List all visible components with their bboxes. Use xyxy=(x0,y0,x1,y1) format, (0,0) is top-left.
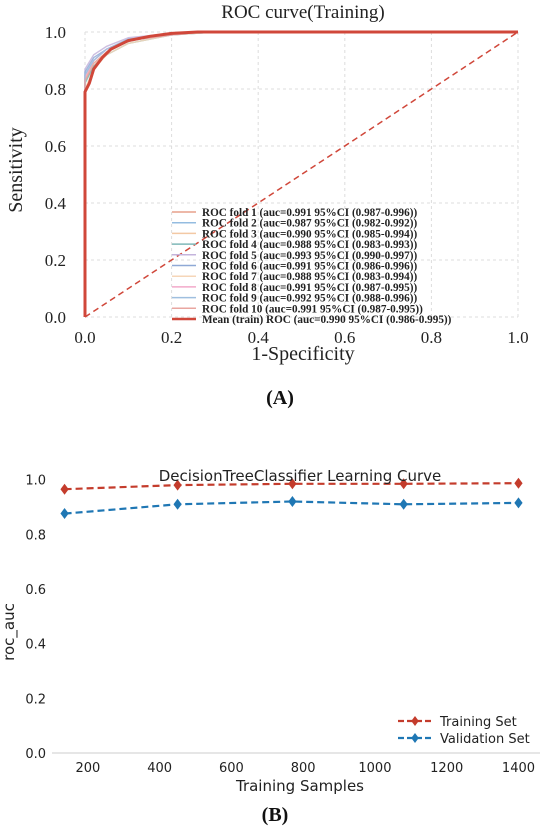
lc-x-axis-label: Training Samples xyxy=(235,777,364,795)
lc-point-marker xyxy=(173,479,182,491)
lc-line xyxy=(64,482,519,491)
lc-point-marker xyxy=(399,478,408,490)
lc-point-marker xyxy=(173,498,182,510)
lc-x-tick-label: 600 xyxy=(219,761,244,776)
roc-reference-line xyxy=(84,31,519,318)
lc-legend-marker xyxy=(411,716,419,726)
lc-series-validation-set xyxy=(60,496,523,520)
lc-legend-entry: Training Set xyxy=(439,715,517,730)
roc-chance-diagonal xyxy=(84,31,519,318)
lc-tick-labels: 200 400 600 800 1000 1200 1400 0.0 0.2 0.4 0.6 0.8 1… xyxy=(25,474,535,776)
lc-legend-entry: Validation Set xyxy=(440,732,530,747)
roc-legend-entry: ROC fold 7 (auc=0.988 95%CI (0.983-0.994… xyxy=(202,271,417,283)
lc-y-tick-label: 0.6 xyxy=(25,583,46,598)
roc-chart-title: ROC curve(Training) xyxy=(221,2,384,23)
lc-point-marker xyxy=(60,483,69,495)
roc-legend-entry: ROC fold 4 (auc=0.988 95%CI (0.983-0.993… xyxy=(202,239,417,251)
roc-chart-panel: 0.0 0.2 0.4 0.6 0.8 1.0 0.0 0.2 0.4 0.6 0.8 1.0 ROC… xyxy=(5,2,529,409)
roc-curves xyxy=(83,30,518,317)
lc-y-axis-label: roc_auc xyxy=(0,603,19,661)
roc-x-tick-label: 0.6 xyxy=(334,328,355,347)
roc-tick-labels: 0.0 0.2 0.4 0.6 0.8 1.0 0.0 0.2 0.4 0.6 0.8 1.0 xyxy=(45,23,529,347)
lc-x-tick-label: 1200 xyxy=(430,761,463,776)
lc-series xyxy=(60,477,523,520)
roc-legend-entry: ROC fold 9 (auc=0.992 95%CI (0.988-0.996… xyxy=(202,293,417,305)
roc-legend-entry: ROC fold 8 (auc=0.991 95%CI (0.987-0.995… xyxy=(202,282,417,294)
lc-y-tick-label: 1.0 xyxy=(25,474,46,489)
lc-chart-title: DecisionTreeClassifier Learning Curve xyxy=(159,467,442,485)
lc-x-tick-label: 1000 xyxy=(358,761,391,776)
lc-point-marker xyxy=(288,478,297,490)
roc-x-tick-label: 1.0 xyxy=(507,328,528,347)
lc-line xyxy=(64,500,519,515)
lc-y-tick-label: 0.2 xyxy=(25,692,46,707)
lc-legend: Training Set Validation Set xyxy=(398,715,530,747)
lc-x-tick-label: 400 xyxy=(147,761,172,776)
lc-x-tick-label: 200 xyxy=(75,761,100,776)
lc-point-marker xyxy=(514,497,523,509)
roc-y-tick-label: 0.6 xyxy=(45,137,66,156)
lc-y-tick-label: 0.8 xyxy=(25,528,46,543)
roc-legend-entry: ROC fold 6 (auc=0.991 95%CI (0.986-0.996… xyxy=(202,261,417,273)
roc-legend-entry: ROC fold 2 (auc=0.987 95%CI (0.982-0.992… xyxy=(202,218,417,230)
roc-y-tick-label: 0.0 xyxy=(45,308,66,327)
roc-legend-entry: ROC fold 10 (auc=0.991 95%CI (0.987-0.99… xyxy=(202,303,423,315)
roc-y-axis-label: Sensitivity xyxy=(5,127,27,213)
roc-legend-entry: ROC fold 5 (auc=0.993 95%CI (0.990-0.997… xyxy=(202,250,417,262)
roc-legend-entry: Mean (train) ROC (auc=0.990 95%CI (0.986… xyxy=(202,314,452,326)
panel-a-label: (A) xyxy=(266,387,294,409)
roc-x-tick-label: 0.4 xyxy=(248,328,270,347)
lc-x-tick-label: 1400 xyxy=(502,761,535,776)
lc-x-tick-label: 800 xyxy=(291,761,316,776)
roc-legend-entry: ROC fold 1 (auc=0.991 95%CI (0.987-0.996… xyxy=(202,207,417,219)
lc-legend-marker xyxy=(411,733,419,743)
lc-series-training-set xyxy=(60,477,523,495)
roc-y-tick-label: 0.8 xyxy=(45,80,66,99)
roc-legend-entry: ROC fold 3 (auc=0.990 95%CI (0.985-0.994… xyxy=(202,228,417,240)
roc-x-tick-label: 0.8 xyxy=(421,328,442,347)
lc-y-tick-label: 0.4 xyxy=(25,638,46,653)
lc-point-marker xyxy=(514,477,523,489)
roc-y-tick-label: 0.4 xyxy=(45,194,67,213)
roc-y-tick-label: 1.0 xyxy=(45,23,66,42)
roc-x-tick-label: 0.2 xyxy=(161,328,182,347)
roc-plot-area xyxy=(78,32,528,317)
lc-point-marker xyxy=(288,496,297,508)
lc-point-marker xyxy=(60,508,69,520)
learning-curve-panel: 200 400 600 800 1000 1200 1400 0.0 0.2 0.4 0.6 0.8 1… xyxy=(0,467,540,826)
roc-y-tick-label: 0.2 xyxy=(45,251,66,270)
roc-legend: ROC fold 1 (auc=0.991 95%CI (0.987-0.996… xyxy=(172,207,452,326)
roc-mean-curve xyxy=(83,30,518,317)
roc-x-axis-label: 1-Specificity xyxy=(251,343,354,365)
panel-b-label: (B) xyxy=(262,804,289,826)
roc-x-tick-label: 0.0 xyxy=(74,328,95,347)
lc-y-tick-label: 0.0 xyxy=(25,747,46,762)
lc-point-marker xyxy=(399,498,408,510)
